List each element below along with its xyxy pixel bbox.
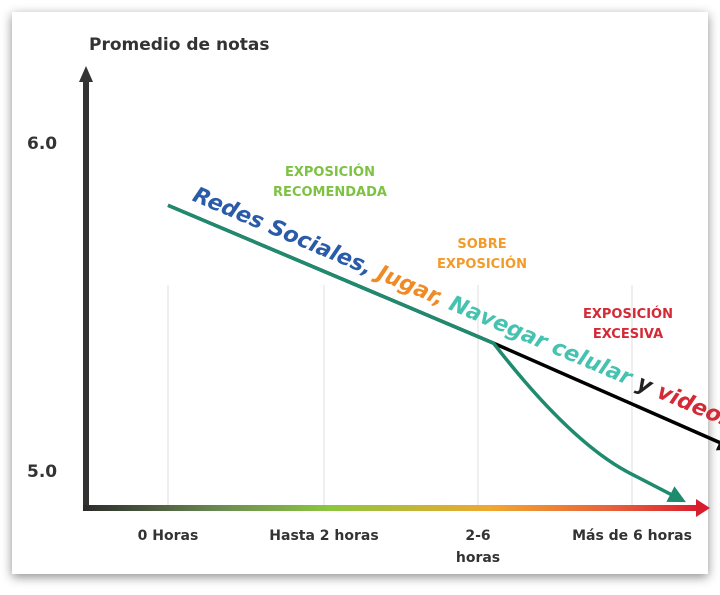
x-tick-label: Más de 6 horas (572, 528, 692, 544)
x-tick-label: Hasta 2 horas (269, 528, 378, 544)
annotation-segment: videos (653, 379, 720, 434)
x-tick-label: 0 Horas (138, 528, 199, 544)
y-tick-label: 6.0 (27, 134, 57, 154)
chart-card (12, 12, 708, 574)
x-axis-arrow (696, 499, 710, 517)
y-axis-arrow (79, 66, 93, 82)
x-axis-line (83, 505, 699, 511)
zone-label: EXPOSICIÓN (285, 164, 375, 180)
zone-label: EXPOSICIÓN (437, 256, 527, 272)
y-tick-label: 5.0 (27, 462, 57, 482)
x-tick-label: 2-6 (465, 528, 490, 544)
zone-label: EXCESIVA (593, 327, 663, 342)
y-axis-title: Promedio de notas (89, 35, 269, 55)
zone-label: SOBRE (457, 237, 506, 252)
x-tick-label: horas (456, 550, 500, 566)
series-line-green (167, 203, 686, 503)
zone-label: EXPOSICIÓN (583, 306, 673, 322)
zone-label: RECOMENDADA (273, 185, 387, 200)
